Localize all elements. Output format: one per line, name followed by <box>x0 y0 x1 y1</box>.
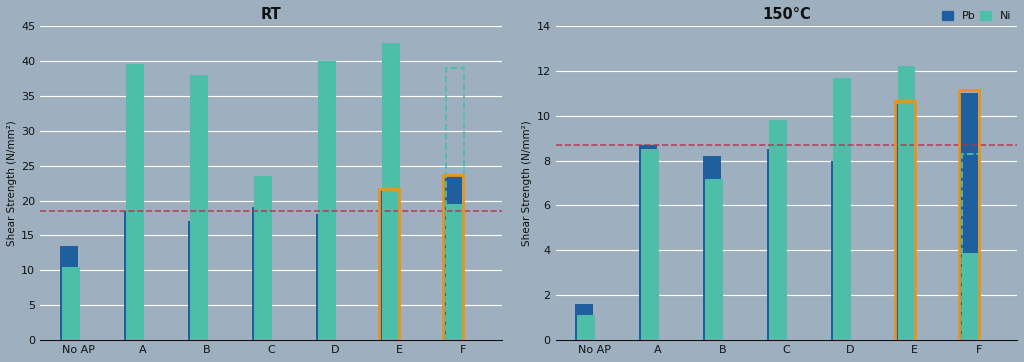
Bar <box>769 120 787 340</box>
Bar <box>59 246 78 340</box>
Bar <box>124 211 141 340</box>
Bar <box>896 105 913 340</box>
Legend: Pb, Ni: Pb, Ni <box>938 6 1016 26</box>
Bar <box>316 214 334 340</box>
Bar <box>444 176 462 340</box>
Bar <box>703 156 721 340</box>
Bar <box>767 150 785 340</box>
Bar <box>254 176 271 340</box>
Bar <box>639 145 657 340</box>
Title: 150°C: 150°C <box>762 7 811 22</box>
Bar <box>706 178 723 340</box>
Bar <box>382 43 400 340</box>
Bar <box>959 93 978 340</box>
Bar <box>897 66 915 340</box>
Bar <box>126 64 143 340</box>
Bar <box>380 190 398 340</box>
Bar <box>446 68 464 340</box>
Y-axis label: Shear Strength (N/mm²): Shear Strength (N/mm²) <box>522 120 532 246</box>
Bar <box>578 316 595 340</box>
Bar <box>379 189 399 341</box>
Y-axis label: Shear Strength (N/mm²): Shear Strength (N/mm²) <box>7 120 17 246</box>
Bar <box>187 222 206 340</box>
Bar <box>834 77 851 340</box>
Bar <box>958 90 979 344</box>
Bar <box>962 154 980 340</box>
Bar <box>446 204 464 340</box>
Bar <box>575 304 593 340</box>
Bar <box>252 207 270 340</box>
Bar <box>61 267 80 340</box>
Bar <box>895 101 914 344</box>
Bar <box>443 175 463 341</box>
Bar <box>831 161 850 340</box>
Bar <box>962 253 980 340</box>
Bar <box>189 75 208 340</box>
Bar <box>317 61 336 340</box>
Bar <box>641 150 659 340</box>
Title: RT: RT <box>260 7 282 22</box>
